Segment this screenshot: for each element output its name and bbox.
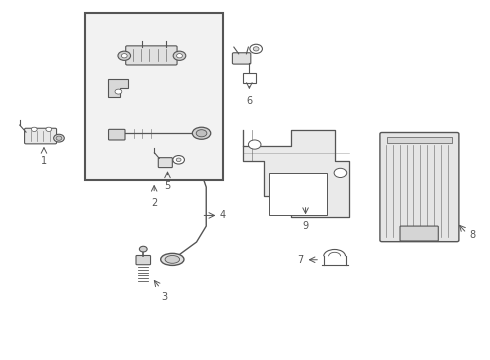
FancyBboxPatch shape [232,53,251,64]
Ellipse shape [165,256,180,263]
Polygon shape [108,79,127,97]
Text: 4: 4 [220,211,226,220]
Circle shape [176,158,181,162]
Bar [85,13,223,180]
Circle shape [139,246,147,252]
Circle shape [253,47,259,51]
Text: 1: 1 [41,156,47,166]
Bar [243,73,256,82]
Ellipse shape [53,134,64,142]
Circle shape [250,44,263,54]
Circle shape [46,127,52,131]
FancyBboxPatch shape [126,46,177,65]
FancyBboxPatch shape [24,128,56,144]
Circle shape [176,54,182,58]
FancyBboxPatch shape [158,158,172,168]
Text: 3: 3 [162,292,168,302]
Ellipse shape [56,136,62,140]
Polygon shape [243,130,349,217]
Circle shape [122,54,127,58]
FancyBboxPatch shape [380,132,459,242]
Circle shape [248,140,261,149]
Ellipse shape [161,253,184,265]
Bar [269,173,327,215]
Text: 9: 9 [302,221,309,231]
Text: 8: 8 [469,230,475,240]
FancyBboxPatch shape [400,226,438,241]
Circle shape [115,89,122,94]
Ellipse shape [193,127,211,139]
Text: 7: 7 [297,255,303,265]
Ellipse shape [196,130,207,137]
FancyBboxPatch shape [108,129,125,140]
Text: 5: 5 [164,181,171,191]
Text: 2: 2 [151,198,157,208]
Circle shape [118,51,130,60]
Circle shape [334,168,347,177]
FancyBboxPatch shape [136,256,150,265]
Text: 6: 6 [246,96,252,105]
Circle shape [31,127,37,131]
Bar [387,138,452,143]
Circle shape [173,156,184,164]
Circle shape [173,51,186,60]
